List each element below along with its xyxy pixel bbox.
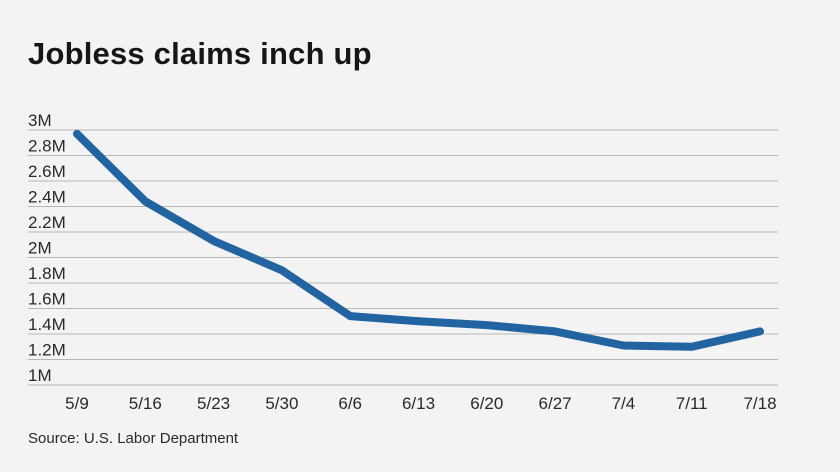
y-tick-label: 2.6M — [28, 162, 66, 181]
x-tick-label: 5/23 — [197, 394, 230, 413]
x-tick-label: 7/4 — [612, 394, 636, 413]
x-tick-label: 6/27 — [539, 394, 572, 413]
y-tick-label: 1.4M — [28, 315, 66, 334]
x-axis-tick-labels: 5/9 5/16 5/23 5/30 6/6 6/13 6/20 6/27 7/4 7/11 7/1… — [65, 394, 776, 413]
y-tick-label: 2.2M — [28, 213, 66, 232]
y-tick-label: 2.4M — [28, 188, 66, 207]
y-tick-label: 1M — [28, 366, 52, 385]
y-tick-label: 2.8M — [28, 137, 66, 156]
x-tick-label: 5/30 — [265, 394, 298, 413]
chart-title: Jobless claims inch up — [28, 36, 372, 71]
x-tick-label: 6/20 — [470, 394, 503, 413]
x-tick-label: 7/11 — [676, 394, 708, 413]
x-tick-label: 5/16 — [129, 394, 162, 413]
series-line — [73, 129, 764, 351]
x-tick-label: 6/13 — [402, 394, 435, 413]
y-tick-label: 2M — [28, 239, 52, 258]
x-tick-label: 5/9 — [65, 394, 89, 413]
x-tick-label: 7/18 — [743, 394, 776, 413]
y-tick-label: 1.6M — [28, 290, 66, 309]
x-tick-label: 6/6 — [338, 394, 362, 413]
source-note: Source: U.S. Labor Department — [28, 430, 239, 447]
y-tick-label: 1.8M — [28, 264, 66, 283]
y-axis-tick-labels: 1M 1.2M 1.4M 1.6M 1.8M 2M 2.2M 2.4M 2.6M 2.8M 3M — [28, 111, 66, 385]
y-tick-label: 3M — [28, 111, 52, 130]
y-tick-label: 1.2M — [28, 341, 66, 360]
series-layer — [73, 129, 764, 351]
